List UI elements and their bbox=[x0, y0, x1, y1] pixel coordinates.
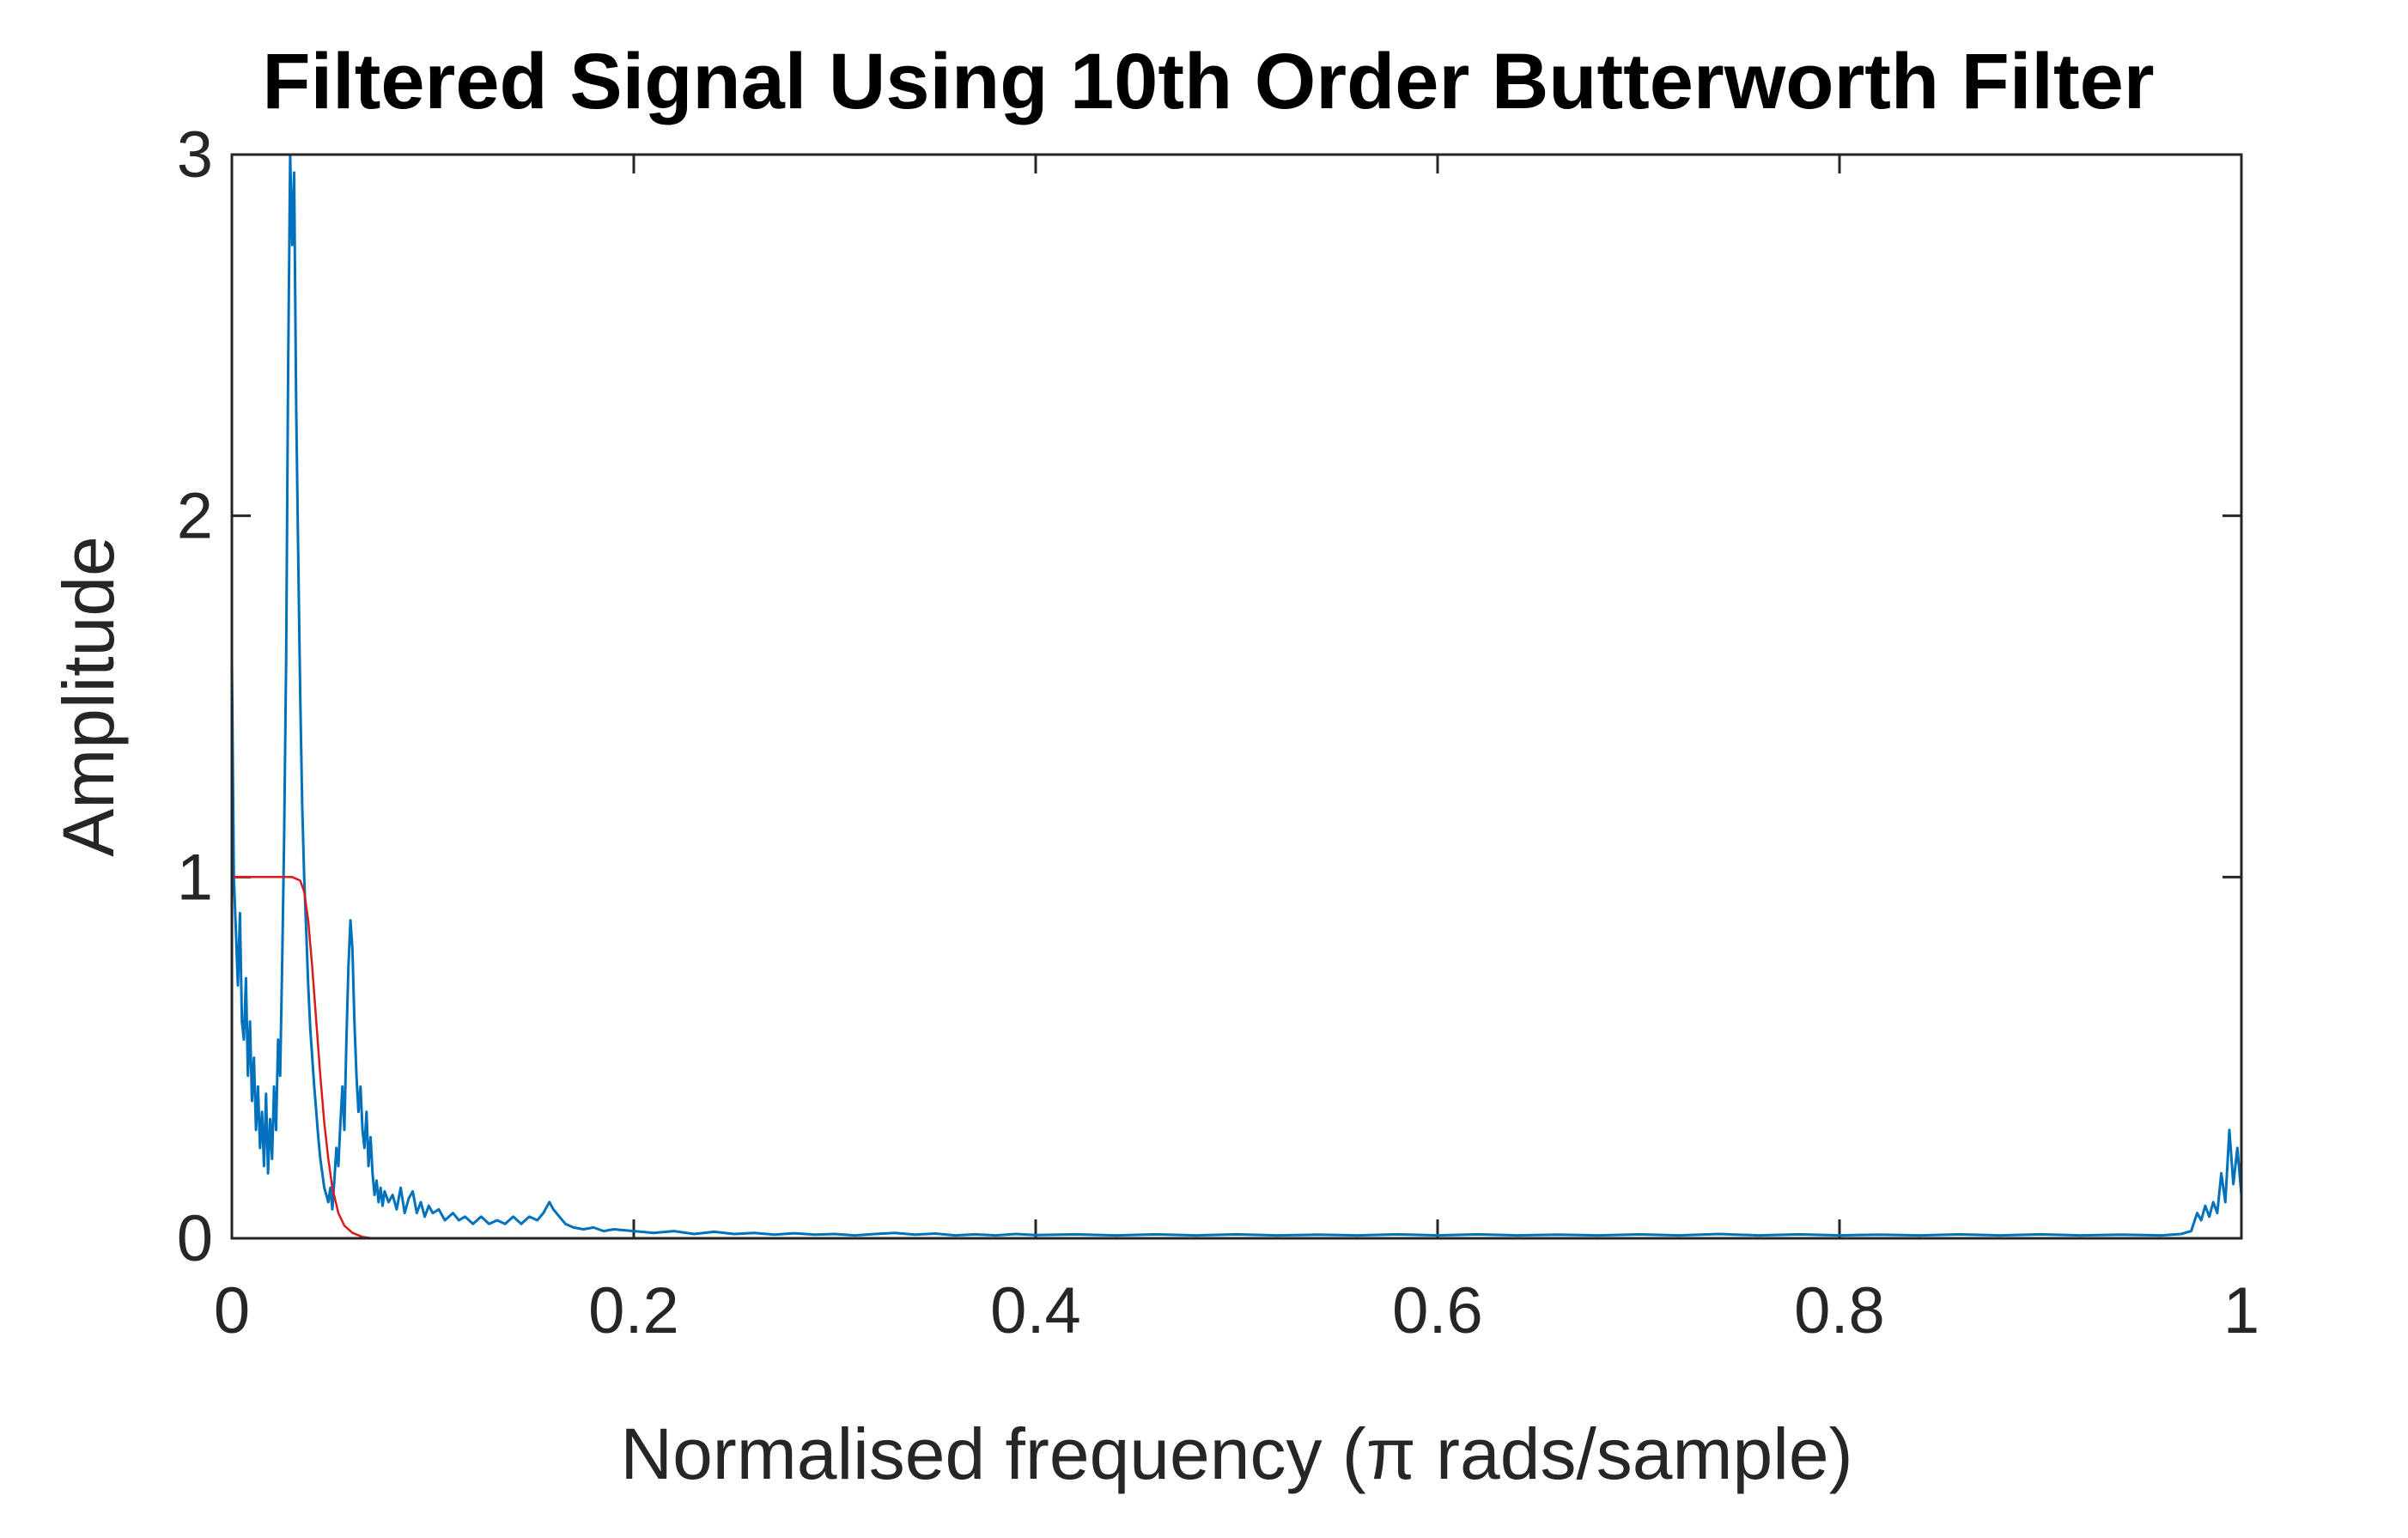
x-tick-label: 0.4 bbox=[990, 1274, 1081, 1347]
signal-spectrum-line bbox=[230, 153, 2243, 1237]
x-tick-label: 1 bbox=[2223, 1274, 2259, 1347]
x-tick-label: 0.8 bbox=[1794, 1274, 1885, 1347]
y-axis-label: Amplitude bbox=[48, 536, 129, 857]
x-tick-label: 0.2 bbox=[588, 1274, 679, 1347]
y-axis-ticks: 0 1 2 3 bbox=[177, 119, 2241, 1275]
x-axis-ticks: 0 0.2 0.4 0.6 0.8 1 bbox=[214, 155, 2259, 1347]
y-tick-label: 2 bbox=[177, 480, 213, 553]
x-tick-label: 0.6 bbox=[1392, 1274, 1483, 1347]
plot-area-background bbox=[232, 155, 2241, 1238]
plot-frame bbox=[230, 153, 2243, 1240]
x-tick-label: 0 bbox=[214, 1274, 250, 1347]
y-tick-label: 0 bbox=[177, 1202, 213, 1275]
chart-title: Filtered Signal Using 10th Order Butterw… bbox=[262, 38, 2154, 125]
y-tick-label: 1 bbox=[177, 841, 213, 914]
x-axis-label: Normalised frequency (π rads/sample) bbox=[620, 1413, 1852, 1494]
y-tick-label: 3 bbox=[177, 119, 213, 191]
